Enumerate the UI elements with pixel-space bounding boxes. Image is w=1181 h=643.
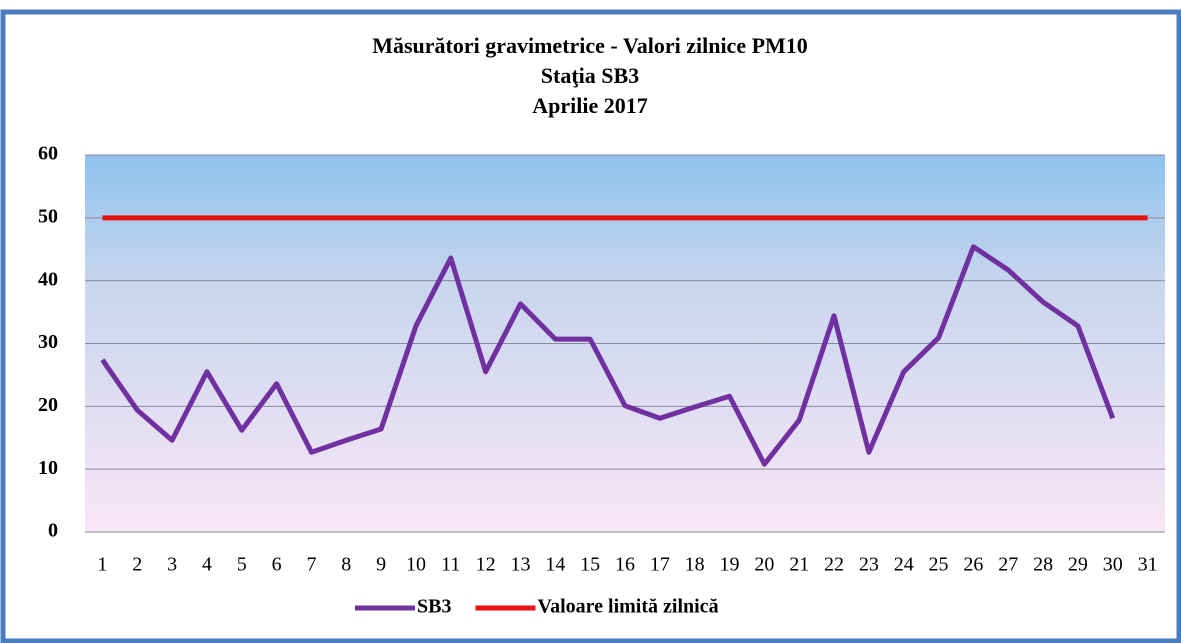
y-tick-label: 30: [38, 331, 58, 353]
x-tick-label: 7: [306, 554, 316, 576]
x-tick-label: 30: [1103, 554, 1123, 576]
x-tick-label: 4: [202, 554, 212, 576]
x-tick-label: 22: [824, 554, 844, 576]
x-tick-label: 10: [406, 554, 426, 576]
y-tick-label: 10: [38, 457, 58, 479]
x-tick-label: 11: [441, 554, 460, 576]
x-tick-label: 19: [720, 554, 740, 576]
x-tick-label: 31: [1138, 554, 1158, 576]
x-tick-label: 15: [580, 554, 600, 576]
x-tick-label: 17: [650, 554, 670, 576]
x-tick-label: 8: [341, 554, 351, 576]
series-line: [100, 244, 1116, 467]
x-tick-label: 5: [237, 554, 247, 576]
x-tick-label: 20: [754, 554, 774, 576]
x-tick-label: 23: [859, 554, 879, 576]
x-tick-label: 24: [894, 554, 914, 576]
x-tick-label: 21: [789, 554, 809, 576]
x-tick-label: 18: [685, 554, 705, 576]
y-tick-label: 50: [38, 205, 58, 227]
x-tick-label: 16: [615, 554, 635, 576]
x-tick-label: 13: [510, 554, 530, 576]
x-tick-label: 9: [376, 554, 386, 576]
y-tick-label: 40: [38, 268, 58, 290]
x-tick-label: 12: [476, 554, 496, 576]
y-tick-label: 0: [48, 520, 58, 542]
x-tick-label: 28: [1033, 554, 1053, 576]
chart-title: Aprilie 2017: [532, 93, 648, 118]
x-tick-label: 25: [929, 554, 949, 576]
x-tick-label: 3: [167, 554, 177, 576]
y-tick-label: 60: [38, 143, 58, 165]
x-tick-label: 29: [1068, 554, 1088, 576]
legend-label: Valoare limită zilnică: [537, 596, 718, 618]
legend-label: SB3: [417, 596, 451, 618]
chart-title: Staţia SB3: [541, 63, 639, 88]
x-tick-label: 1: [97, 554, 107, 576]
x-tick-label: 2: [132, 554, 142, 576]
x-tick-label: 27: [998, 554, 1018, 576]
y-tick-label: 20: [38, 394, 58, 416]
x-tick-label: 14: [545, 554, 565, 576]
chart-title: Măsurători gravimetrice - Valori zilnice…: [372, 33, 808, 58]
x-tick-label: 26: [963, 554, 983, 576]
x-tick-label: 6: [272, 554, 282, 576]
